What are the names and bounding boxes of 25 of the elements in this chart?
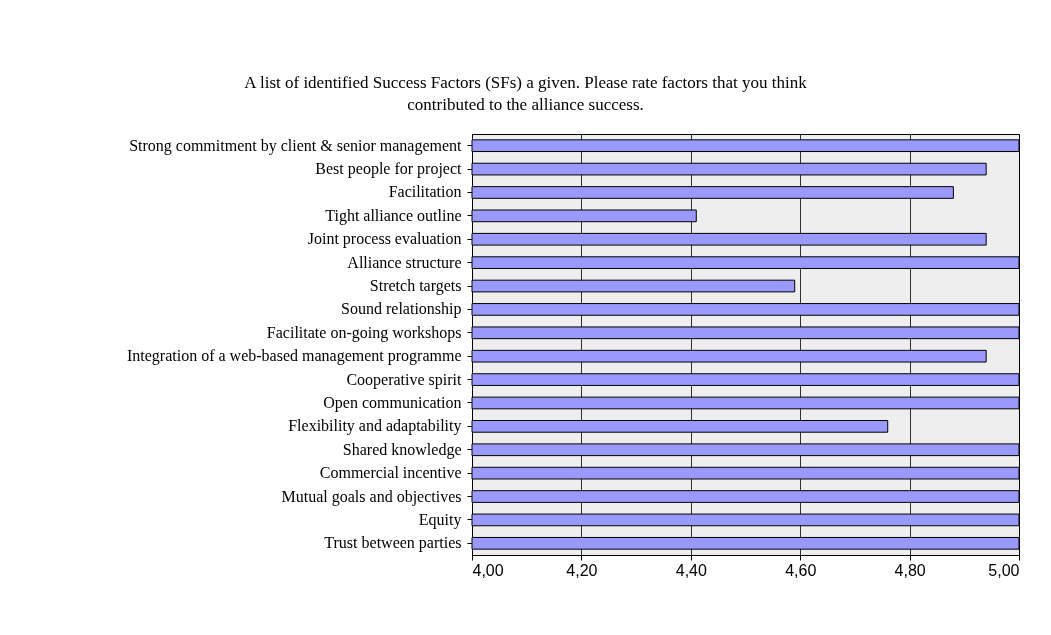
y-tick-label: Sound relationship xyxy=(341,300,462,319)
x-tick-label: 5,00 xyxy=(988,561,1020,579)
y-tick-label: Facilitation xyxy=(388,183,462,201)
y-tick-label: Tight alliance outline xyxy=(325,206,462,225)
chart-title: A list of identified Success Factors (SFs) a given. Please rate factors that you think contributed to the alliance success. xyxy=(244,73,808,114)
y-tick-label: Strong commitment by client & senior management xyxy=(129,136,463,155)
y-tick-label: Open communication xyxy=(323,393,462,412)
x-tick-label: 4,80 xyxy=(894,561,926,579)
y-tick-label: Facilitate on-going workshops xyxy=(266,323,462,342)
y-tick-label: Integration of a web-based management programme xyxy=(126,347,462,366)
x-tick-label: 4,20 xyxy=(566,561,598,579)
y-tick-label: Cooperative spirit xyxy=(346,370,463,389)
y-tick-label: Flexibility and adaptability xyxy=(288,417,462,436)
y-tick-label: Trust between parties xyxy=(324,534,462,553)
y-tick-label: Shared knowledge xyxy=(342,440,462,459)
y-tick-label: Joint process evaluation xyxy=(307,230,462,249)
y-tick-label: Alliance structure xyxy=(347,253,462,271)
y-tick-label: Mutual goals and objectives xyxy=(281,487,462,506)
y-tick-label: Equity xyxy=(418,510,462,529)
x-tick-label: 4,40 xyxy=(675,561,707,579)
x-tick-label: 4,00 xyxy=(472,561,504,579)
x-tick-label: 4,60 xyxy=(785,561,817,579)
y-tick-label: Commercial incentive xyxy=(319,464,462,482)
y-tick-label: Stretch targets xyxy=(369,277,462,296)
y-tick-label: Best people for project xyxy=(315,160,463,179)
